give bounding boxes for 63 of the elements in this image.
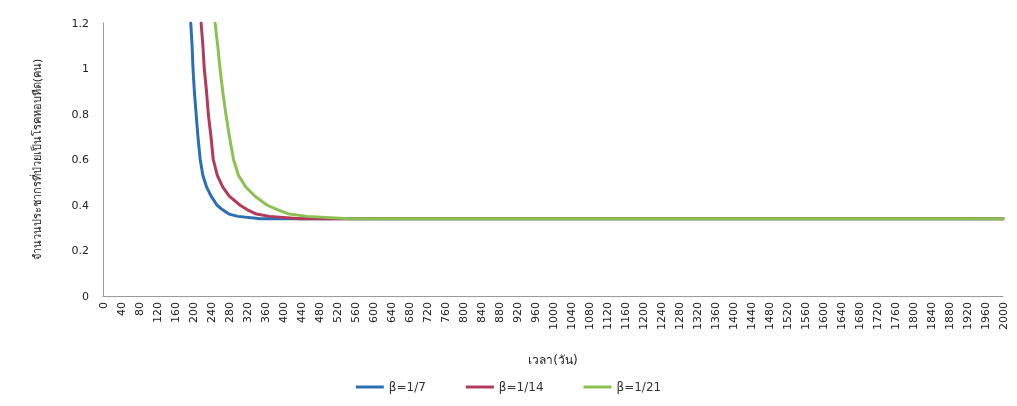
x-tick-label: 1320 <box>690 302 704 330</box>
x-tick-label: 1000 <box>546 302 560 330</box>
x-tick-label: 480 <box>312 302 326 323</box>
x-tick-label: 80 <box>132 302 146 316</box>
x-tick-label: 1880 <box>942 302 956 330</box>
x-tick-label: 280 <box>222 302 236 323</box>
x-tick-label: 440 <box>294 302 308 323</box>
x-tick-label: 320 <box>240 302 254 323</box>
x-tick-label: 1800 <box>906 302 920 330</box>
y-tick-label: 0.2 <box>71 244 89 257</box>
x-tick-label: 1560 <box>798 302 812 330</box>
x-tick-label: 1400 <box>726 302 740 330</box>
x-tick-label: 520 <box>330 302 344 323</box>
x-tick-label: 680 <box>402 302 416 323</box>
x-tick-label: 1280 <box>672 302 686 330</box>
x-tick-label: 1640 <box>834 302 848 330</box>
x-tick-label: 600 <box>366 302 380 323</box>
y-tick-label: 0.4 <box>71 198 89 212</box>
x-tick-label: 1200 <box>636 302 650 330</box>
x-tick-label: 1600 <box>816 302 830 330</box>
x-tick-label: 1960 <box>978 302 992 330</box>
x-tick-label: 760 <box>438 302 452 323</box>
x-tick-label: 560 <box>348 302 362 323</box>
y-tick-label: 1.2 <box>71 16 89 30</box>
x-tick-label: 960 <box>528 302 542 323</box>
x-tick-label: 200 <box>186 302 200 323</box>
x-tick-label: 1920 <box>960 302 974 330</box>
x-tick-label: 880 <box>492 302 506 323</box>
x-tick-label: 120 <box>150 302 164 323</box>
x-tick-label: 1120 <box>600 302 614 330</box>
x-tick-label: 240 <box>204 302 218 323</box>
x-tick-label: 1360 <box>708 302 722 330</box>
x-tick-label: 160 <box>168 302 182 323</box>
x-tick-label: 40 <box>114 302 128 316</box>
x-tick-label: 1160 <box>618 302 632 330</box>
y-tick-label: 0.8 <box>71 107 89 121</box>
x-tick-label: 1760 <box>888 302 902 330</box>
x-axis-title: เวลา(วัน) <box>528 353 578 367</box>
x-tick-label: 360 <box>258 302 272 323</box>
x-tick-label: 1440 <box>744 302 758 330</box>
y-tick-label: 0 <box>82 289 89 303</box>
x-tick-label: 1040 <box>564 302 578 330</box>
y-tick-label: 0.6 <box>71 153 89 166</box>
x-tick-label: 1840 <box>924 302 938 330</box>
y-axis-title: จำนวนประชากรที่ป่วยเป็นโรคหอบหืด(คน) <box>29 58 44 261</box>
x-tick-label: 2000 <box>996 302 1010 330</box>
x-tick-label: 1520 <box>780 302 794 330</box>
x-tick-label: 1680 <box>852 302 866 330</box>
y-tick-label: 1 <box>82 62 89 75</box>
x-tick-label: 400 <box>276 302 290 323</box>
x-tick-label: 1080 <box>582 302 596 330</box>
x-tick-label: 920 <box>510 302 524 323</box>
x-tick-label: 720 <box>420 302 434 323</box>
x-tick-label: 800 <box>456 302 470 323</box>
legend-label: β=1/21 <box>616 380 662 394</box>
x-tick-label: 1240 <box>654 302 668 330</box>
x-tick-label: 0 <box>96 302 110 309</box>
x-tick-label: 1720 <box>870 302 884 330</box>
x-tick-label: 1480 <box>762 302 776 330</box>
legend-label: β=1/14 <box>498 380 544 394</box>
legend-label: β=1/7 <box>388 380 426 394</box>
x-tick-label: 840 <box>474 302 488 323</box>
x-tick-label: 640 <box>384 302 398 323</box>
